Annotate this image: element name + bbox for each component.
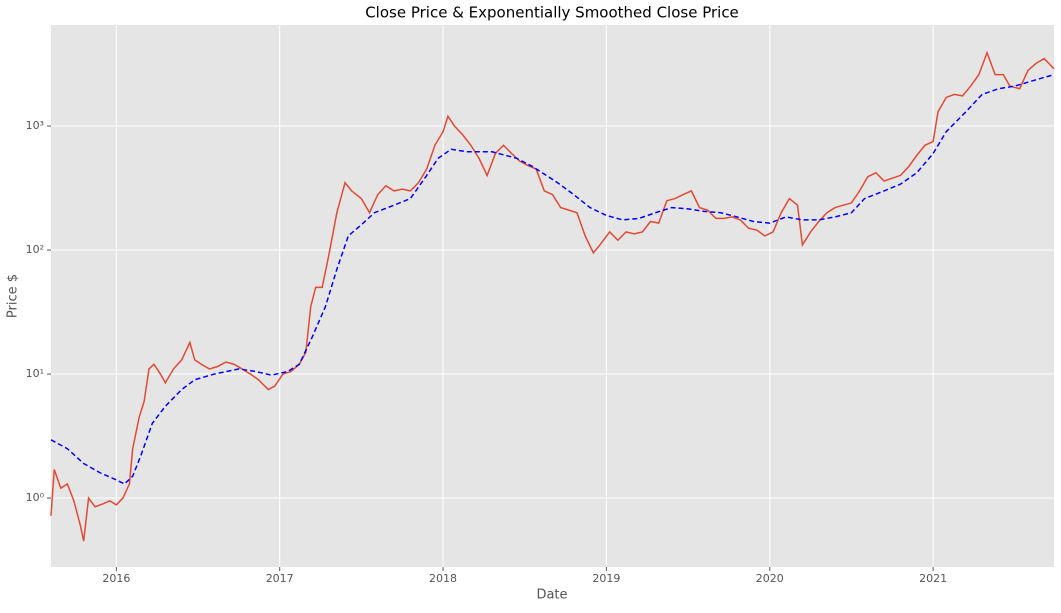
y-axis-label: Price $ xyxy=(6,274,21,318)
y-tick-label: 10⁰ xyxy=(26,491,45,504)
plot-area xyxy=(51,25,1054,567)
y-tick-label: 10³ xyxy=(26,119,44,132)
y-tick-label: 10¹ xyxy=(26,367,44,380)
x-tick-label: 2021 xyxy=(919,572,947,585)
y-tick-label: 10² xyxy=(26,243,44,256)
x-tick-label: 2020 xyxy=(756,572,784,585)
x-tick-label: 2017 xyxy=(266,572,294,585)
x-axis-label: Date xyxy=(536,588,567,603)
x-tick-label: 2019 xyxy=(592,572,620,585)
x-tick-label: 2018 xyxy=(429,572,457,585)
price-line xyxy=(50,50,1055,542)
chart-title: Close Price & Exponentially Smoothed Clo… xyxy=(365,4,739,22)
price-line xyxy=(50,73,1055,485)
x-tick-label: 2016 xyxy=(102,572,130,585)
